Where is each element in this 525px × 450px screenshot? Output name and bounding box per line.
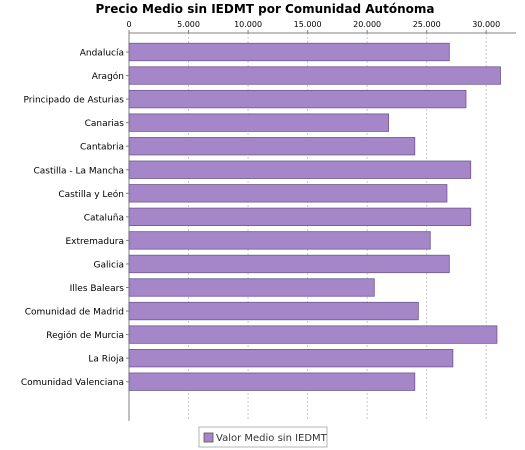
category-label: La Rioja [88, 355, 124, 365]
bar [128, 301, 419, 321]
x-tick-label: 0 [126, 20, 131, 29]
category-label: Comunidad Valenciana [21, 378, 124, 388]
category-label: Canarias [85, 119, 125, 129]
bar [128, 42, 450, 62]
bar [128, 372, 416, 391]
bar [128, 137, 416, 156]
x-tick-label: 20.000 [353, 20, 381, 29]
category-label: Illes Balears [70, 284, 125, 294]
category-label: Principado de Asturias [23, 96, 124, 106]
bar [128, 325, 498, 344]
legend-swatch [203, 432, 214, 443]
x-tick-label: 10.000 [234, 20, 262, 29]
x-tick-label: 30.000 [472, 20, 500, 29]
bar [128, 89, 467, 109]
bar [128, 231, 431, 250]
legend-box [198, 426, 328, 448]
category-label: Comunidad de Madrid [25, 308, 124, 318]
x-tick-label: 15.000 [294, 20, 322, 29]
category-label: Andalucía [80, 49, 124, 59]
legend: Valor Medio sin IEDMT [198, 426, 328, 448]
bar [128, 254, 450, 274]
plot-area: 0 5.000 10.000 15.000 20.000 25.000 30.000 Anda… [21, 20, 516, 421]
legend-label: Valor Medio sin IEDMT [216, 433, 328, 444]
category-label: Castilla - La Mancha [33, 166, 124, 176]
category-label: Galicia [94, 260, 124, 270]
x-tick-label: 25.000 [413, 20, 441, 29]
category-label: Cataluña [84, 213, 124, 223]
bar [128, 160, 472, 179]
bar [128, 348, 454, 368]
bar [128, 207, 472, 227]
bar [128, 113, 389, 132]
category-label: Aragón [92, 71, 124, 82]
category-label: Cantabria [80, 143, 124, 153]
category-label: Extremadura [66, 237, 125, 247]
bar [128, 184, 448, 203]
category-label: Castilla y León [58, 189, 124, 200]
category-label: Región de Murcia [46, 330, 124, 341]
bar [128, 66, 501, 85]
chart-title: Precio Medio sin IEDMT por Comunidad Aut… [96, 2, 435, 16]
x-tick-label: 5.000 [177, 20, 200, 29]
bar [128, 278, 375, 297]
